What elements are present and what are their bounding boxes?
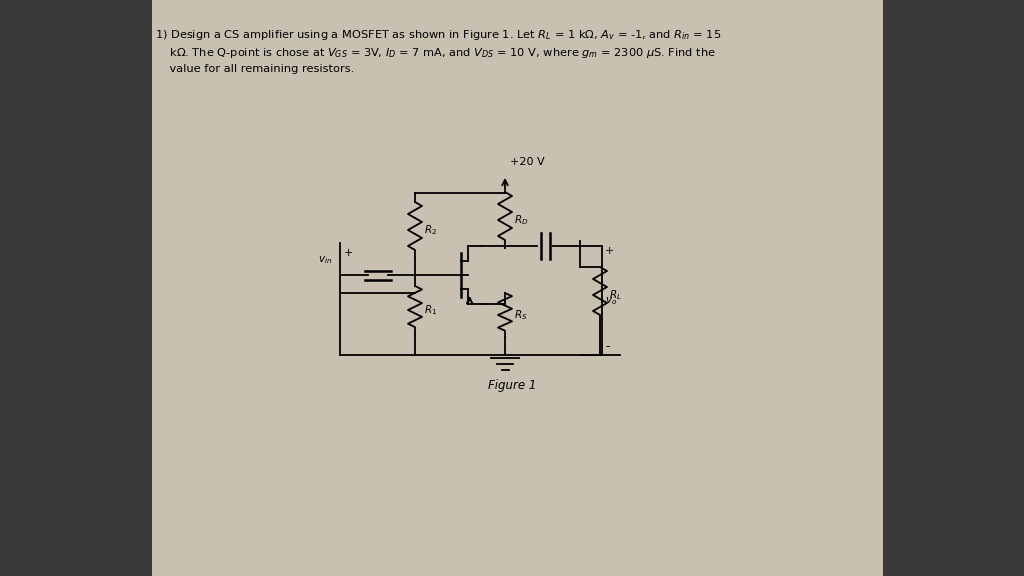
Text: value for all remaining resistors.: value for all remaining resistors.: [155, 64, 354, 74]
Text: $R_L$: $R_L$: [609, 288, 622, 302]
Text: -: -: [605, 340, 609, 354]
Text: 1) Design a CS amplifier using a MOSFET as shown in Figure 1. Let $R_L$ = 1 k$\O: 1) Design a CS amplifier using a MOSFET …: [155, 28, 722, 42]
Text: $R_1$: $R_1$: [424, 303, 437, 317]
Text: $R_D$: $R_D$: [514, 213, 528, 227]
Text: +20 V: +20 V: [510, 157, 545, 167]
Text: $v_{in}$: $v_{in}$: [318, 254, 332, 266]
Text: +: +: [344, 248, 353, 258]
Text: Figure 1: Figure 1: [487, 378, 537, 392]
Text: k$\Omega$. The Q-point is chose at $V_{GS}$ = 3V, $I_D$ = 7 mA, and $V_{DS}$ = 1: k$\Omega$. The Q-point is chose at $V_{G…: [155, 46, 716, 60]
Text: $v_o$: $v_o$: [605, 295, 617, 306]
Text: $R_2$: $R_2$: [424, 223, 437, 237]
Bar: [152, 0, 883, 576]
Text: $R_S$: $R_S$: [514, 308, 527, 322]
Text: +: +: [605, 246, 614, 256]
